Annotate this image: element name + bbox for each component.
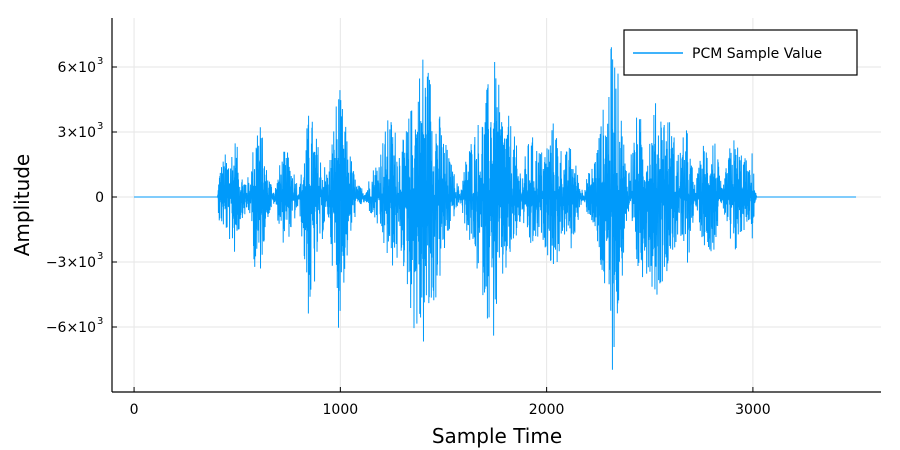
legend-label: PCM Sample Value	[692, 46, 822, 62]
x-tick-label: 3000	[735, 402, 771, 418]
x-axis-ticks: 0 1000 2000 3000	[130, 387, 771, 418]
y-tick-label: 0	[95, 190, 104, 206]
y-tick-exponent: 3	[97, 56, 103, 67]
x-tick-label: 2000	[529, 402, 565, 418]
y-axis-label: Amplitude	[10, 154, 34, 257]
x-tick-label: 1000	[323, 402, 359, 418]
y-tick-label: 3×10	[58, 125, 96, 141]
pcm-sample-line	[134, 47, 857, 370]
y-tick-exponent: 3	[97, 121, 103, 132]
y-tick-label: −3×10	[46, 255, 96, 271]
y-tick-label: 6×10	[58, 60, 96, 76]
waveform-series	[134, 47, 857, 370]
x-tick-label: 0	[130, 402, 139, 418]
y-tick-exponent: 3	[97, 251, 103, 262]
y-axis-ticks: 6×10 33×10 30−3×10 3−6×10 3	[46, 56, 117, 336]
y-tick-exponent: 3	[97, 316, 103, 327]
y-tick-label: −6×10	[46, 320, 96, 336]
x-axis-label: Sample Time	[432, 424, 562, 448]
legend: PCM Sample Value	[623, 29, 858, 76]
